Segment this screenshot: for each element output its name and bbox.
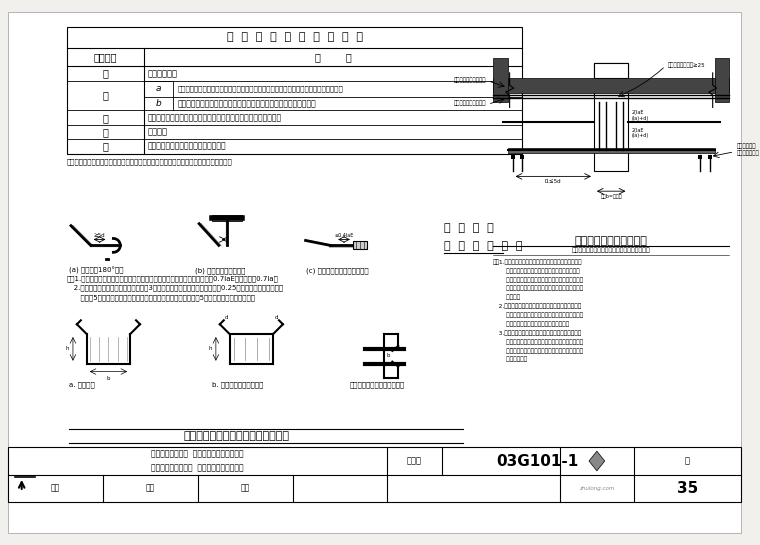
Bar bbox=[353, 241, 366, 249]
Text: (a) 弯端锚固180°弯钩: (a) 弯端锚固180°弯钩 bbox=[69, 267, 124, 274]
Text: 梁中间支座下部钢筋构造: 梁中间支座下部钢筋构造 bbox=[575, 235, 648, 246]
Text: 2(laE: 2(laE bbox=[632, 128, 644, 132]
Text: 五: 五 bbox=[103, 141, 109, 152]
Text: b: b bbox=[156, 99, 162, 108]
Bar bbox=[508, 148, 714, 153]
Text: （括号内为非抗震框架梁下部纵筋的锚固长度）: （括号内为非抗震框架梁下部纵筋的锚固长度） bbox=[572, 247, 651, 253]
Text: 审定: 审定 bbox=[240, 483, 250, 493]
Text: 注：1.梁中间支座下部钢筋构造，是在支座两边应有一排: 注：1.梁中间支座下部钢筋构造，是在支座两边应有一排 bbox=[493, 259, 582, 265]
Text: 条        件: 条 件 bbox=[315, 52, 352, 62]
Text: 另一方向纵梁下部钢筋: 另一方向纵梁下部钢筋 bbox=[454, 101, 486, 106]
Text: l1≤5d: l1≤5d bbox=[545, 179, 562, 184]
Text: ≥5d: ≥5d bbox=[93, 233, 106, 238]
Text: 四: 四 bbox=[103, 127, 109, 137]
Text: 审核: 审核 bbox=[51, 483, 60, 493]
Text: 梁、柱、剪力墙箍筋和拉筋弯钩构造: 梁、柱、剪力墙箍筋和拉筋弯钩构造 bbox=[184, 431, 290, 441]
Text: 严寒和寒冷地区的露天环境；与无侵蚀性的水或土壤直接接触的环境: 严寒和寒冷地区的露天环境；与无侵蚀性的水或土壤直接接触的环境 bbox=[177, 99, 316, 108]
Text: 抗压强度，则在计算时须减去不插入支座的那一部: 抗压强度，则在计算时须减去不插入支座的那一部 bbox=[493, 348, 583, 354]
Text: 室内正常环境: 室内正常环境 bbox=[148, 69, 178, 78]
Text: 2.梁中间支座下部钢筋构造同样适用于非框架梁，当: 2.梁中间支座下部钢筋构造同样适用于非框架梁，当 bbox=[493, 304, 581, 309]
Text: 海水环境: 海水环境 bbox=[148, 128, 168, 137]
Text: b: b bbox=[386, 353, 390, 358]
Text: 用于非框架梁时，下图下部钢筋的锚固长度按详注: 用于非框架梁时，下图下部钢筋的锚固长度按详注 bbox=[493, 312, 583, 318]
Text: (la)+d): (la)+d) bbox=[632, 134, 648, 138]
Text: 钢筋的5倍，当纵向钢筋的混凝土保护层厚度不小于钢筋直径的5倍时，可不配置上述锚筋。: 钢筋的5倍，当纵向钢筋的混凝土保护层厚度不小于钢筋直径的5倍时，可不配置上述锚筋… bbox=[67, 295, 255, 301]
Bar bbox=[493, 78, 730, 93]
Text: ≥0.4laE: ≥0.4laE bbox=[334, 233, 353, 238]
Bar bbox=[67, 27, 522, 154]
Text: 图集号: 图集号 bbox=[407, 457, 422, 465]
Bar bbox=[493, 58, 508, 102]
Text: 二: 二 bbox=[103, 90, 109, 101]
Text: 2(laE: 2(laE bbox=[632, 110, 644, 115]
Text: 混  凝  土  结  构  的  环  境  类  别: 混 凝 土 结 构 的 环 境 类 别 bbox=[226, 32, 363, 43]
Text: (la)+d): (la)+d) bbox=[632, 116, 648, 121]
Bar bbox=[698, 155, 701, 159]
Bar bbox=[511, 155, 515, 159]
Text: d: d bbox=[225, 316, 229, 320]
Text: 一: 一 bbox=[103, 68, 109, 78]
Bar bbox=[714, 58, 730, 102]
Text: 注：1.当采用机械锚固措施时，包括附加锚固端头在内的锚固长度：抗震可为0.7laE，非抗震为0.7la。: 注：1.当采用机械锚固措施时，包括附加锚固端头在内的锚固长度：抗震可为0.7la… bbox=[67, 275, 279, 282]
Text: d: d bbox=[274, 316, 277, 320]
Text: 另一方向纵梁上部钢筋: 另一方向纵梁上部钢筋 bbox=[454, 77, 486, 83]
Text: 使用除冰盐环境；严寒和寒冷地区冬季水位变动的环境；海风环境: 使用除冰盐环境；严寒和寒冷地区冬季水位变动的环境；海风环境 bbox=[148, 113, 282, 122]
Text: 分钢筋面积。: 分钢筋面积。 bbox=[493, 357, 527, 362]
Text: 注：严寒和寒冷地区的划分应符合现行国家标准《民用建筑热工设计规范》的有关规定。: 注：严寒和寒冷地区的划分应符合现行国家标准《民用建筑热工设计规范》的有关规定。 bbox=[67, 159, 233, 165]
Text: 受人为或自然的侵蚀性物质影响的环境: 受人为或自然的侵蚀性物质影响的环境 bbox=[148, 142, 226, 151]
Text: 时，设计者如果在计算中考虑充分利用纵向钢筋的: 时，设计者如果在计算中考虑充分利用纵向钢筋的 bbox=[493, 339, 583, 344]
Text: 室内潮湿环境；非严寒和非寒冷地区的露天环境；与无侵蚀性的水或土壤直接接触的环境: 室内潮湿环境；非严寒和非寒冷地区的露天环境；与无侵蚀性的水或土壤直接接触的环境 bbox=[177, 86, 344, 92]
Text: 见本图集相应的非框架梁构造及其说明。: 见本图集相应的非框架梁构造及其说明。 bbox=[493, 322, 569, 327]
Bar bbox=[708, 155, 711, 159]
Text: b. 抗震拉筋两端弯钩构造: b. 抗震拉筋两端弯钩构造 bbox=[212, 382, 263, 388]
Text: 纵  向  钢  筋
机  械  锚  固  构  造: 纵 向 钢 筋 机 械 锚 固 构 造 bbox=[444, 223, 522, 251]
Text: 拉筋紧靠箍筋并钩住纵向钢筋: 拉筋紧靠箍筋并钩住纵向钢筋 bbox=[350, 382, 405, 388]
Text: h: h bbox=[65, 347, 69, 352]
Text: h: h bbox=[208, 347, 212, 352]
Text: 上下两排钢筋之距≥25: 上下两排钢筋之距≥25 bbox=[667, 62, 705, 68]
Text: zhulong.com: zhulong.com bbox=[579, 486, 615, 491]
Text: 三: 三 bbox=[103, 113, 109, 123]
Text: 梁纵筋锚入支座梁箍的情况下，为保证相邻强梁: 梁纵筋锚入支座梁箍的情况下，为保证相邻强梁 bbox=[493, 268, 579, 274]
Bar bbox=[8, 447, 741, 502]
Text: a: a bbox=[156, 84, 161, 93]
Text: (c) 弯端与螺纹钢筋直螺纹联接: (c) 弯端与螺纹钢筋直螺纹联接 bbox=[306, 267, 368, 274]
Text: 35: 35 bbox=[677, 481, 698, 495]
Bar bbox=[594, 63, 629, 78]
Text: 钢筋机械锚固构造  梁中间支座下部钢筋构造
箍筋及拉筋弯钩构造  混凝土结构的环境类别: 钢筋机械锚固构造 梁中间支座下部钢筋构造 箍筋及拉筋弯钩构造 混凝土结构的环境类… bbox=[151, 449, 244, 473]
Text: 柱宽b=支座宽: 柱宽b=支座宽 bbox=[600, 194, 622, 199]
Bar bbox=[212, 215, 242, 221]
Bar bbox=[594, 63, 629, 172]
Text: 校对: 校对 bbox=[146, 483, 155, 493]
Text: 2.机械锚固形式在图内构造数量不少于3个，其直径不应小于钟向钢筋直径的0.25倍，其间距不应大于纵向: 2.机械锚固形式在图内构造数量不少于3个，其直径不应小于钟向钢筋直径的0.25倍… bbox=[67, 285, 283, 292]
Polygon shape bbox=[589, 451, 605, 471]
Text: 03G101-1: 03G101-1 bbox=[496, 453, 579, 469]
Text: 和保证节点部位钢筋穿越土的浇注质量而采取的构: 和保证节点部位钢筋穿越土的浇注质量而采取的构 bbox=[493, 286, 583, 292]
Text: 造措施。: 造措施。 bbox=[493, 295, 520, 300]
Text: (b) 弯端与钢板穿孔塞焊: (b) 弯端与钢板穿孔塞焊 bbox=[195, 267, 245, 274]
Text: 环境类别: 环境类别 bbox=[93, 52, 117, 62]
Text: 在交点内上下左右彼此之间的净距均满足规范要求: 在交点内上下左右彼此之间的净距均满足规范要求 bbox=[493, 277, 583, 282]
Text: 页: 页 bbox=[685, 457, 690, 465]
Text: a. 抗震箍筋: a. 抗震箍筋 bbox=[69, 382, 95, 388]
Bar bbox=[521, 155, 524, 159]
Text: 3.当第（不包括第支架）下面第二排钢筋不插入支座: 3.当第（不包括第支架）下面第二排钢筋不插入支座 bbox=[493, 330, 581, 336]
Text: 不插入支座的
下部第二排钢筋: 不插入支座的 下部第二排钢筋 bbox=[736, 144, 759, 156]
Text: b: b bbox=[106, 376, 110, 380]
